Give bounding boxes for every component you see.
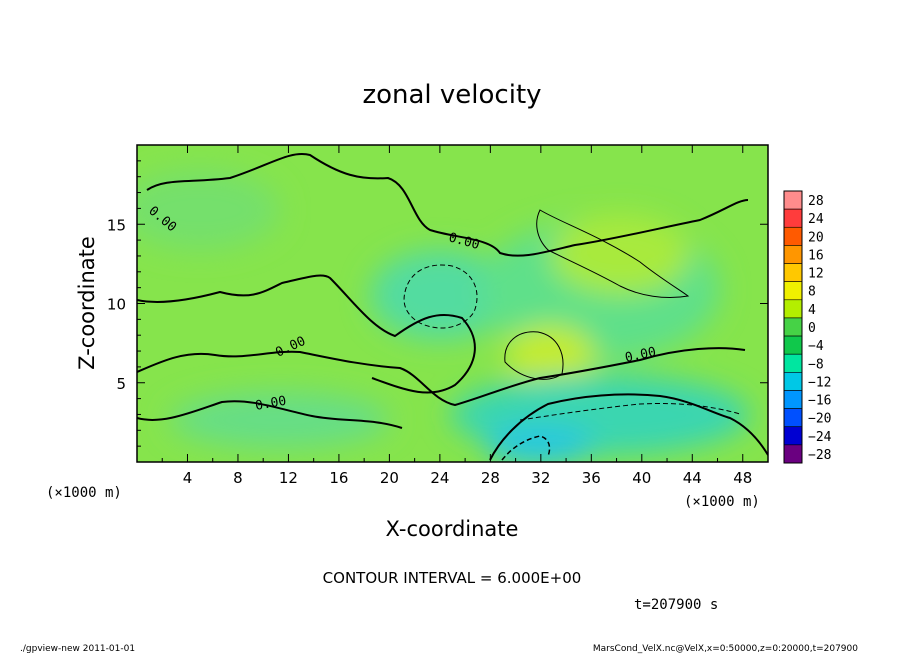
x-tick-label: 40 (632, 469, 651, 487)
colorbar-swatch (783, 335, 803, 355)
colorbar-swatch (783, 444, 803, 464)
colorbar-label: −28 (808, 448, 831, 463)
plot-area (137, 145, 768, 462)
colorbar-swatch (783, 208, 803, 228)
y-unit-label: (×1000 m) (46, 485, 122, 501)
colorbar-label: 12 (808, 267, 824, 282)
x-axis-label: X-coordinate (386, 517, 519, 541)
x-tick-label: 16 (329, 469, 348, 487)
contour-negative-blob (403, 264, 478, 329)
y-tick-label: 5 (116, 375, 126, 393)
colorbar-swatch (783, 281, 803, 301)
colorbar-swatch (783, 426, 803, 446)
chart-title: zonal velocity (362, 80, 541, 110)
colorbar-swatch (783, 390, 803, 409)
contour-zero-mid (137, 274, 476, 394)
time-label: t=207900 s (634, 597, 718, 613)
x-tick-label: 24 (430, 469, 449, 487)
colorbar-label: −4 (808, 339, 824, 354)
colorbar-label: −8 (808, 357, 824, 372)
y-tick-label: 10 (107, 296, 126, 314)
x-tick-label: 28 (481, 469, 500, 487)
y-ticks: 5 10 15 (107, 160, 768, 447)
colorbar-label: 8 (808, 285, 816, 300)
contour-negative-band (519, 402, 741, 421)
colorbar-swatch (783, 408, 803, 428)
colorbar-label: 24 (808, 212, 824, 227)
colorbar-swatch (783, 353, 803, 373)
footer-right: MarsCond_VelX.nc@VelX,x=0:50000,z=0:2000… (593, 644, 858, 654)
contour-zero-base (489, 393, 768, 461)
colorbar-frame (783, 190, 803, 464)
x-tick-label: 32 (531, 469, 550, 487)
contour-negative-base (501, 435, 551, 461)
x-tick-label: 44 (683, 469, 702, 487)
colorbar-label: 20 (808, 230, 824, 245)
colorbar-label: −12 (808, 375, 831, 390)
field-shading (137, 170, 750, 462)
x-tick-label: 8 (233, 469, 243, 487)
contour-zero-lower (137, 347, 746, 407)
colorbar-swatch (783, 263, 803, 282)
contour-label: 0.00 (254, 394, 287, 414)
colorbar-swatch (783, 190, 803, 210)
colorbar-swatch (783, 299, 803, 319)
x-tick-label: 4 (183, 469, 193, 487)
x-ticks: 4 8 12 16 20 24 28 32 36 40 44 48 (161, 145, 769, 487)
colorbar-swatch (783, 372, 803, 391)
colorbar-label: −20 (808, 412, 831, 427)
x-unit-label: (×1000 m) (684, 494, 760, 510)
x-tick-label: 20 (380, 469, 399, 487)
colorbar-swatch (783, 317, 803, 337)
colorbar: 28 24 20 16 12 8 4 0 −4 −8 −12 −16 −20 −24 −28 (783, 190, 832, 464)
colorbar-label: −16 (808, 394, 831, 409)
contour-zero-upper (146, 153, 749, 257)
colorbar-label: −24 (808, 430, 832, 445)
colorbar-label: 16 (808, 248, 824, 263)
y-tick-label: 15 (107, 216, 126, 234)
contour-interval: CONTOUR INTERVAL = 6.000E+00 (323, 569, 582, 587)
x-tick-label: 36 (582, 469, 601, 487)
colorbar-swatch (783, 245, 803, 264)
y-axis-label: Z-coordinate (75, 236, 99, 370)
colorbar-label: 28 (808, 194, 824, 209)
colorbar-label: 0 (808, 321, 816, 336)
colorbar-label: 4 (808, 303, 816, 318)
colorbar-swatch (783, 226, 803, 246)
contour-zero-bottom (137, 400, 403, 429)
contour-positive-core (504, 331, 564, 380)
contour-label: 0.00 (624, 345, 658, 366)
footer-left: ./gpview-new 2011-01-01 (20, 644, 135, 654)
contour-positive-ridge (536, 209, 690, 299)
x-tick-label: 48 (733, 469, 752, 487)
x-tick-label: 12 (279, 469, 298, 487)
